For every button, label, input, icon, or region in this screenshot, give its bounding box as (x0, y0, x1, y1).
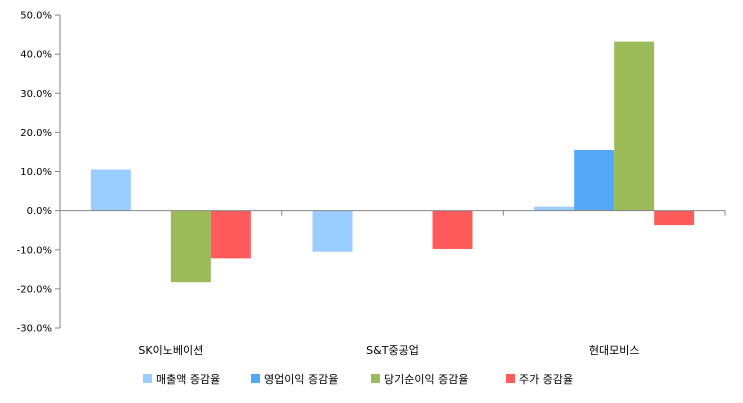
x-tick-label: 현대모비스 (589, 344, 640, 357)
y-tick-label: 0.0% (27, 206, 52, 217)
y-tick-label: -20.0% (17, 284, 52, 295)
bar (534, 206, 575, 211)
legend-swatch (371, 374, 380, 383)
bar (614, 41, 655, 211)
legend-label: 매출액 증감율 (156, 373, 220, 386)
y-tick-label: -10.0% (17, 245, 52, 256)
bars-layer (90, 41, 695, 283)
legend-item: 영업이익 증감율 (251, 373, 338, 386)
bar (210, 210, 251, 259)
y-tick-label: -30.0% (17, 324, 52, 335)
y-tick-label: 40.0% (20, 50, 52, 61)
bar (312, 210, 353, 252)
legend-swatch (251, 374, 260, 383)
x-tick-label: S&T중공업 (366, 344, 419, 357)
legend-label: 주가 증감율 (519, 373, 573, 386)
legend-label: 당기순이익 증감율 (384, 373, 468, 386)
y-tick-label: 30.0% (20, 89, 52, 100)
legend: 매출액 증감율 영업이익 증감율 당기순이익 증감율 주가 증감율 (143, 373, 573, 386)
legend-item: 당기순이익 증감율 (371, 373, 468, 386)
legend-swatch (143, 374, 152, 383)
y-tick-label: 10.0% (20, 167, 52, 178)
bar (574, 149, 615, 211)
legend-label: 영업이익 증감율 (264, 373, 338, 386)
y-tick-label: 50.0% (20, 11, 52, 22)
legend-swatch (506, 374, 515, 383)
bar (90, 169, 131, 211)
bar (170, 210, 211, 283)
y-tick-label: 20.0% (20, 128, 52, 139)
bar (654, 210, 695, 226)
legend-item: 주가 증감율 (506, 373, 573, 386)
legend-item: 매출액 증감율 (143, 373, 220, 386)
axes-layer: 50.0% 40.0% 30.0% 20.0% 10.0% 0.0% -10.0% -20.0… (17, 11, 726, 357)
x-tick-label: SK이노베이션 (138, 344, 203, 357)
bar (432, 210, 473, 249)
